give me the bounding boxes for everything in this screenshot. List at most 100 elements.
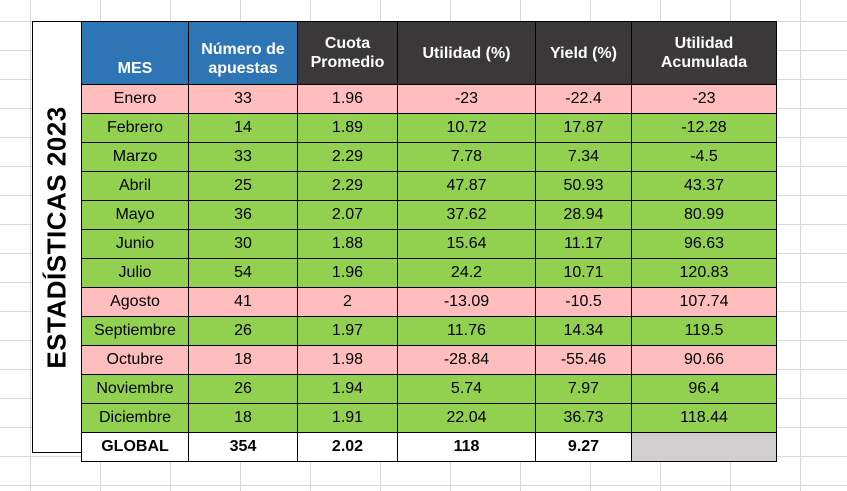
acumulada-cell[interactable]: 90.66: [631, 345, 777, 375]
month-cell[interactable]: Abril: [81, 171, 189, 201]
apuestas-cell[interactable]: 18: [188, 403, 298, 433]
total-cuota-cell[interactable]: 2.02: [297, 432, 398, 462]
utilidad-cell[interactable]: 37.62: [397, 200, 536, 230]
month-cell[interactable]: Julio: [81, 258, 189, 288]
acumulada-cell[interactable]: -12.28: [631, 113, 777, 143]
yield-cell[interactable]: -55.46: [535, 345, 632, 375]
yield-cell[interactable]: 50.93: [535, 171, 632, 201]
utilidad-cell[interactable]: 11.76: [397, 316, 536, 346]
acumulada-cell[interactable]: -23: [631, 84, 777, 114]
utilidad-cell[interactable]: 47.87: [397, 171, 536, 201]
acumulada-cell[interactable]: 96.4: [631, 374, 777, 404]
header-numero-apuestas[interactable]: Número de apuestas: [188, 21, 298, 85]
yield-cell[interactable]: 17.87: [535, 113, 632, 143]
table-row: Agosto 41 2 -13.09 -10.5 107.74: [81, 287, 777, 317]
utilidad-cell[interactable]: 24.2: [397, 258, 536, 288]
table-row: Diciembre 18 1.91 22.04 36.73 118.44: [81, 403, 777, 433]
stats-table: MES Número de apuestas Cuota Promedio Ut…: [81, 21, 777, 462]
cuota-cell[interactable]: 1.96: [297, 84, 398, 114]
acumulada-cell[interactable]: 118.44: [631, 403, 777, 433]
acumulada-cell[interactable]: 43.37: [631, 171, 777, 201]
table-row: Enero 33 1.96 -23 -22.4 -23: [81, 84, 777, 114]
acumulada-cell[interactable]: 96.63: [631, 229, 777, 259]
yield-cell[interactable]: 36.73: [535, 403, 632, 433]
yield-cell[interactable]: -22.4: [535, 84, 632, 114]
utilidad-cell[interactable]: -23: [397, 84, 536, 114]
total-apuestas-cell[interactable]: 354: [188, 432, 298, 462]
month-cell[interactable]: Noviembre: [81, 374, 189, 404]
acumulada-cell[interactable]: -4.5: [631, 142, 777, 172]
table-row: Mayo 36 2.07 37.62 28.94 80.99: [81, 200, 777, 230]
side-title-cell[interactable]: ESTADÍSTICAS 2023: [32, 21, 81, 453]
total-label-cell[interactable]: GLOBAL: [81, 432, 189, 462]
apuestas-cell[interactable]: 25: [188, 171, 298, 201]
utilidad-cell[interactable]: 7.78: [397, 142, 536, 172]
total-yield-cell[interactable]: 9.27: [535, 432, 632, 462]
cuota-cell[interactable]: 2: [297, 287, 398, 317]
header-yield[interactable]: Yield (%): [535, 21, 632, 85]
side-title: ESTADÍSTICAS 2023: [41, 105, 72, 369]
cuota-cell[interactable]: 1.94: [297, 374, 398, 404]
cuota-cell[interactable]: 1.97: [297, 316, 398, 346]
cuota-cell[interactable]: 2.07: [297, 200, 398, 230]
apuestas-cell[interactable]: 30: [188, 229, 298, 259]
month-cell[interactable]: Febrero: [81, 113, 189, 143]
yield-cell[interactable]: 14.34: [535, 316, 632, 346]
yield-cell[interactable]: 7.97: [535, 374, 632, 404]
table-row: Julio 54 1.96 24.2 10.71 120.83: [81, 258, 777, 288]
apuestas-cell[interactable]: 18: [188, 345, 298, 375]
table-row: Junio 30 1.88 15.64 11.17 96.63: [81, 229, 777, 259]
cuota-cell[interactable]: 1.96: [297, 258, 398, 288]
yield-cell[interactable]: 28.94: [535, 200, 632, 230]
utilidad-cell[interactable]: 5.74: [397, 374, 536, 404]
apuestas-cell[interactable]: 41: [188, 287, 298, 317]
acumulada-cell[interactable]: 119.5: [631, 316, 777, 346]
cuota-cell[interactable]: 1.91: [297, 403, 398, 433]
apuestas-cell[interactable]: 33: [188, 84, 298, 114]
utilidad-cell[interactable]: -13.09: [397, 287, 536, 317]
cuota-cell[interactable]: 1.89: [297, 113, 398, 143]
month-cell[interactable]: Marzo: [81, 142, 189, 172]
table-row: Abril 25 2.29 47.87 50.93 43.37: [81, 171, 777, 201]
acumulada-cell[interactable]: 120.83: [631, 258, 777, 288]
table-row: Octubre 18 1.98 -28.84 -55.46 90.66: [81, 345, 777, 375]
yield-cell[interactable]: 10.71: [535, 258, 632, 288]
apuestas-cell[interactable]: 36: [188, 200, 298, 230]
total-acumulada-cell[interactable]: [631, 432, 777, 462]
yield-cell[interactable]: 7.34: [535, 142, 632, 172]
header-utilidad[interactable]: Utilidad (%): [397, 21, 536, 85]
table-row: Febrero 14 1.89 10.72 17.87 -12.28: [81, 113, 777, 143]
acumulada-cell[interactable]: 80.99: [631, 200, 777, 230]
utilidad-cell[interactable]: 10.72: [397, 113, 536, 143]
header-cuota-promedio[interactable]: Cuota Promedio: [297, 21, 398, 85]
cuota-cell[interactable]: 1.98: [297, 345, 398, 375]
utilidad-cell[interactable]: 15.64: [397, 229, 536, 259]
apuestas-cell[interactable]: 33: [188, 142, 298, 172]
table-row: Septiembre 26 1.97 11.76 14.34 119.5: [81, 316, 777, 346]
header-mes[interactable]: MES: [81, 21, 189, 85]
utilidad-cell[interactable]: -28.84: [397, 345, 536, 375]
header-row: MES Número de apuestas Cuota Promedio Ut…: [81, 21, 777, 85]
month-cell[interactable]: Junio: [81, 229, 189, 259]
table-row: Noviembre 26 1.94 5.74 7.97 96.4: [81, 374, 777, 404]
utilidad-cell[interactable]: 22.04: [397, 403, 536, 433]
apuestas-cell[interactable]: 26: [188, 374, 298, 404]
apuestas-cell[interactable]: 54: [188, 258, 298, 288]
month-cell[interactable]: Septiembre: [81, 316, 189, 346]
apuestas-cell[interactable]: 14: [188, 113, 298, 143]
cuota-cell[interactable]: 1.88: [297, 229, 398, 259]
yield-cell[interactable]: 11.17: [535, 229, 632, 259]
month-cell[interactable]: Diciembre: [81, 403, 189, 433]
month-cell[interactable]: Mayo: [81, 200, 189, 230]
cuota-cell[interactable]: 2.29: [297, 142, 398, 172]
month-cell[interactable]: Enero: [81, 84, 189, 114]
acumulada-cell[interactable]: 107.74: [631, 287, 777, 317]
month-cell[interactable]: Octubre: [81, 345, 189, 375]
total-row: GLOBAL 354 2.02 118 9.27: [81, 432, 777, 462]
header-utilidad-acumulada[interactable]: Utilidad Acumulada: [631, 21, 777, 85]
total-utilidad-cell[interactable]: 118: [397, 432, 536, 462]
month-cell[interactable]: Agosto: [81, 287, 189, 317]
cuota-cell[interactable]: 2.29: [297, 171, 398, 201]
apuestas-cell[interactable]: 26: [188, 316, 298, 346]
yield-cell[interactable]: -10.5: [535, 287, 632, 317]
